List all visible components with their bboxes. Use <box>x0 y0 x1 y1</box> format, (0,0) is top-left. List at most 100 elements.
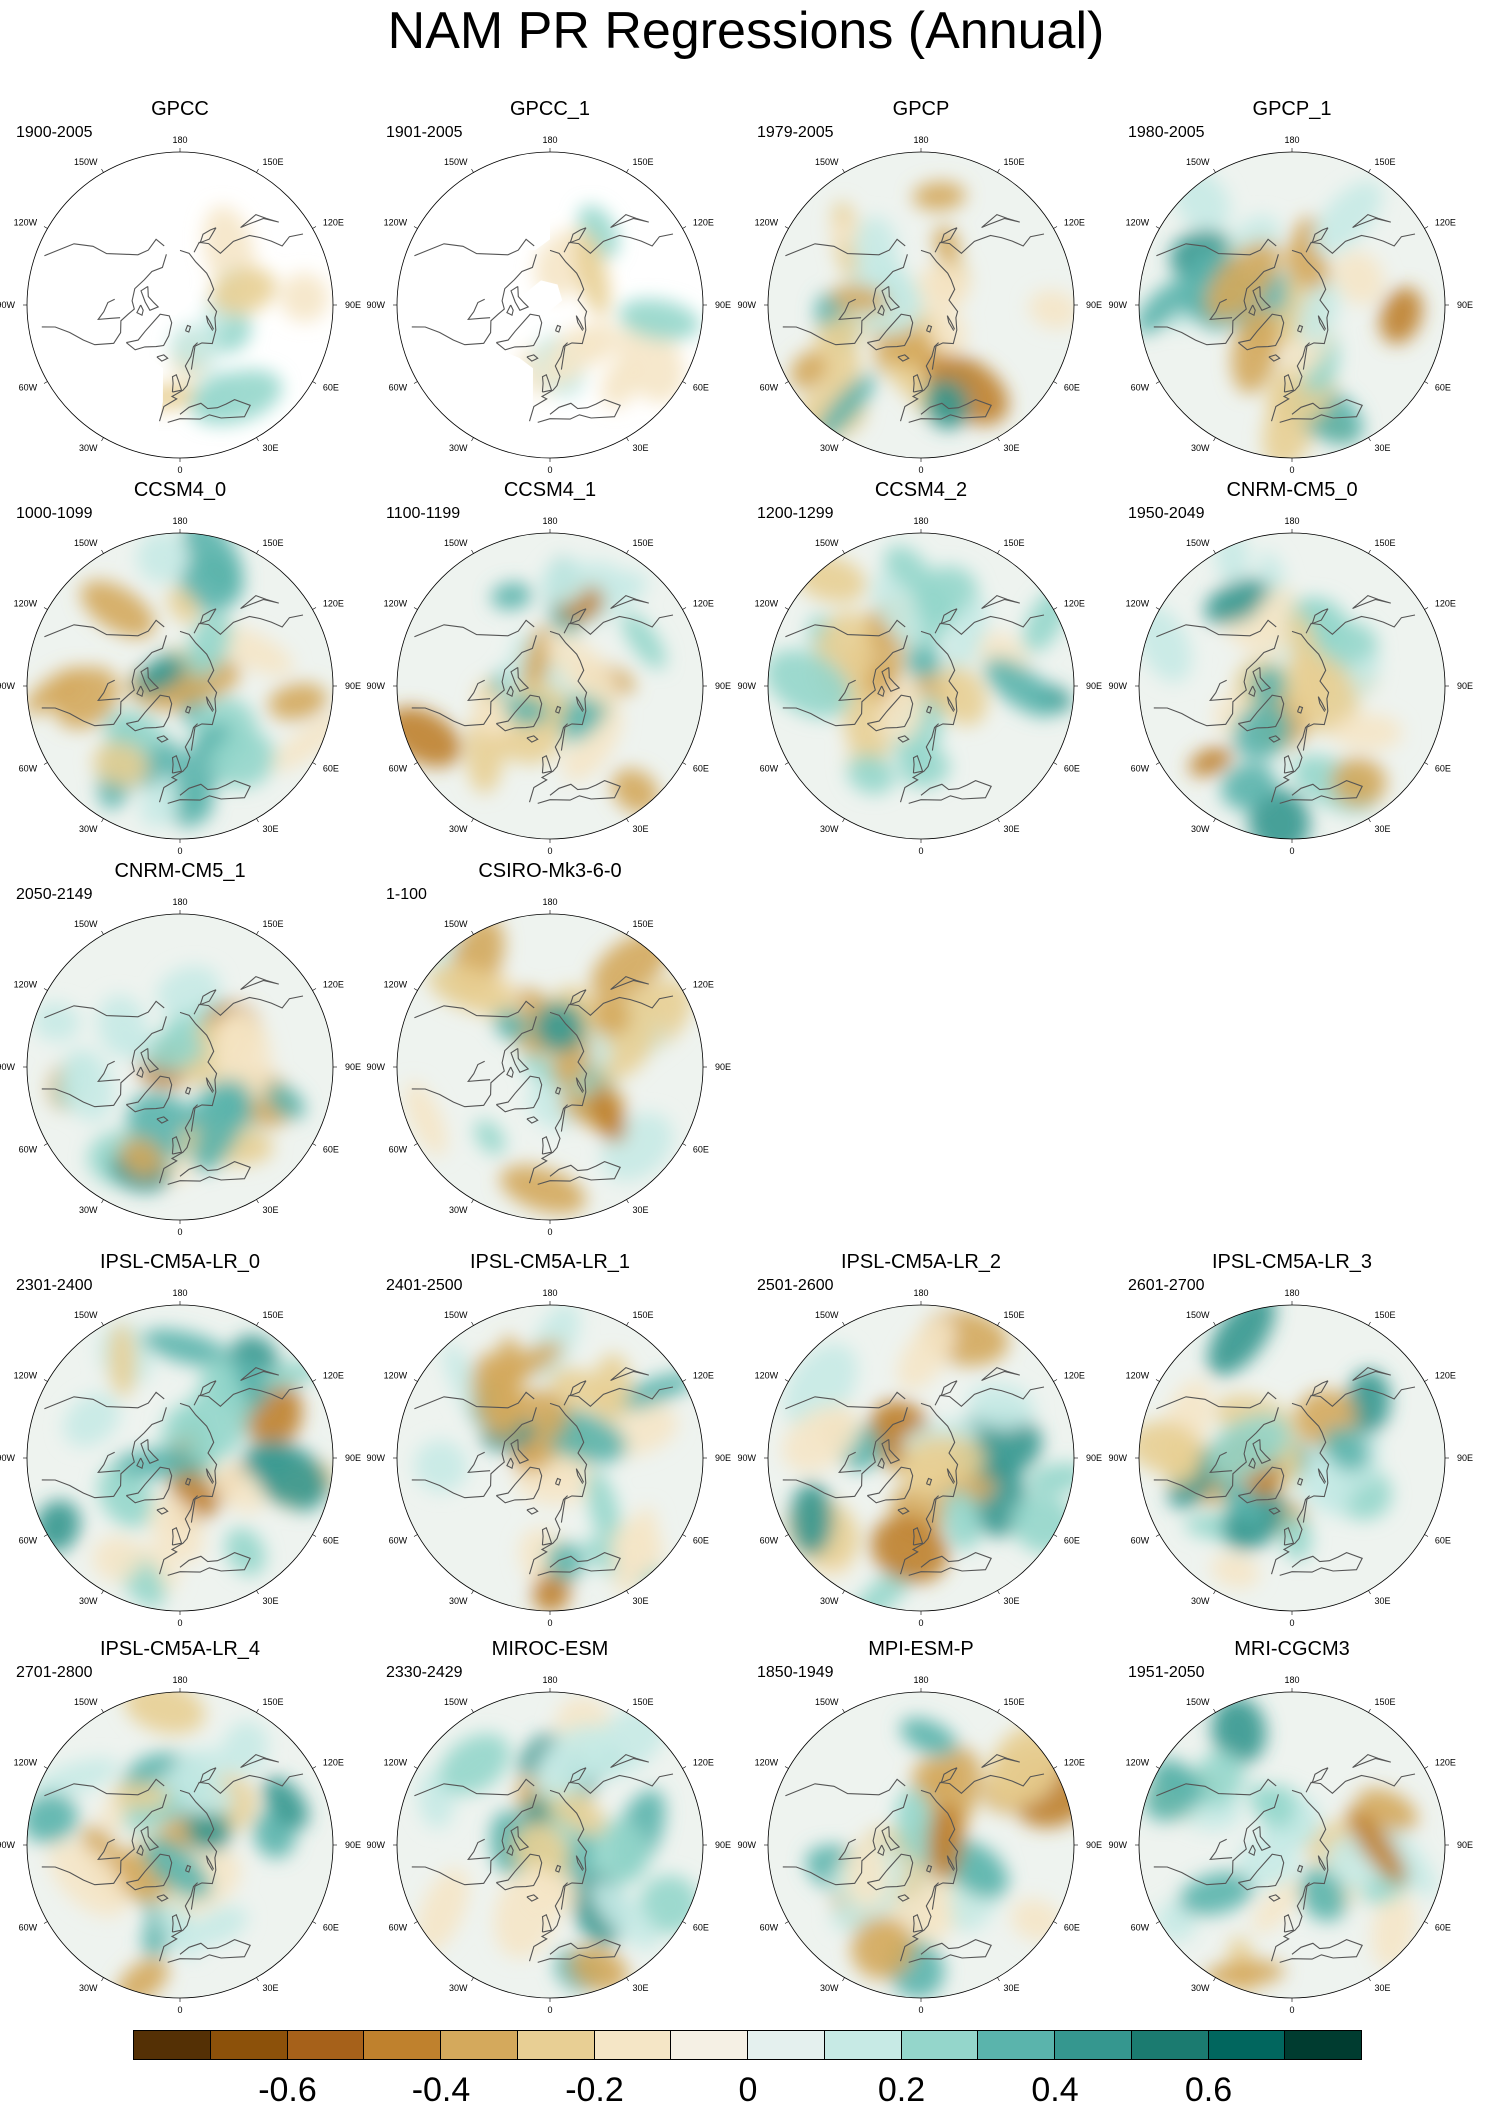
longitude-label: 180 <box>542 1288 557 1298</box>
longitude-label: 120E <box>693 1758 714 1768</box>
colorbar-cell <box>133 2030 211 2060</box>
longitude-label: 120W <box>1126 599 1150 609</box>
longitude-label: 30W <box>449 1205 468 1215</box>
colorbar-cell <box>363 2030 441 2060</box>
longitude-label: 30W <box>820 1596 839 1606</box>
longitude-label: 90E <box>715 1453 731 1463</box>
longitude-label: 120W <box>14 1371 38 1381</box>
longitude-label: 180 <box>913 516 928 526</box>
colorbar-cell <box>1207 2030 1286 2060</box>
longitude-label: 90W <box>0 681 15 691</box>
longitude-label: 90W <box>0 1840 15 1850</box>
longitude-label: 120W <box>755 1371 779 1381</box>
panel-title: GPCP <box>892 98 950 120</box>
colorbar-cell <box>1054 2030 1132 2060</box>
longitude-label: 150W <box>444 1697 468 1707</box>
longitude-label: 90E <box>345 300 361 310</box>
longitude-label: 180 <box>172 135 187 145</box>
longitude-label: 60E <box>1064 383 1080 393</box>
coastlines <box>41 594 304 804</box>
coastlines <box>411 213 674 423</box>
longitude-label: 150E <box>633 1697 654 1707</box>
longitude-label: 120W <box>384 218 408 228</box>
colorbar-cell <box>823 2030 902 2060</box>
longitude-label: 30E <box>633 1596 649 1606</box>
polar-map: 180 150E 120E 90E 60E 30E 0 30W 60W 90W 120W 150W <box>737 1288 1102 1628</box>
coastlines <box>41 213 304 423</box>
longitude-label: 150E <box>263 538 284 548</box>
longitude-label: 30E <box>263 824 279 834</box>
longitude-label: 150W <box>444 157 468 167</box>
longitude-label: 150E <box>1375 538 1396 548</box>
longitude-label: 90E <box>1086 681 1102 691</box>
longitude-label: 60W <box>760 1536 779 1546</box>
longitude-label: 150E <box>1004 1310 1025 1320</box>
longitude-label: 120W <box>755 1758 779 1768</box>
anomaly-shading <box>1139 533 1403 839</box>
colorbar-cell <box>1284 2030 1362 2060</box>
longitude-label: 90W <box>1108 681 1127 691</box>
longitude-label: 60E <box>1064 764 1080 774</box>
longitude-label: 30W <box>79 1596 98 1606</box>
panel-title: CNRM-CM5_1 <box>114 860 246 882</box>
longitude-label: 120E <box>1435 599 1456 609</box>
panel-period: 2401-2500 <box>386 1277 463 1294</box>
map-panel: IPSL-CM5A-LR_2 180 150E 120E 90E 60E 30E 0 30W 60… <box>737 1250 1102 1628</box>
longitude-label: 120W <box>1126 1758 1150 1768</box>
longitude-label: 180 <box>1284 1288 1299 1298</box>
longitude-label: 120E <box>693 1371 714 1381</box>
map-panel: GPCC_1 180 150E 120E 90E 60E 30E 0 30W 60W 90W 120W… <box>366 97 731 475</box>
main-title: NAM PR Regressions (Annual) <box>387 2 1105 60</box>
longitude-label: 120W <box>14 218 38 228</box>
anomaly-shading <box>32 966 306 1192</box>
longitude-label: 150W <box>1186 1697 1210 1707</box>
longitude-label: 30W <box>1191 824 1210 834</box>
longitude-label: 30E <box>633 1983 649 1993</box>
longitude-label: 60E <box>323 764 339 774</box>
longitude-label: 120E <box>693 218 714 228</box>
panel-title: CNRM-CM5_0 <box>1226 479 1358 501</box>
longitude-label: 150W <box>74 157 98 167</box>
longitude-label: 0 <box>177 1618 182 1628</box>
longitude-label: 180 <box>1284 1675 1299 1685</box>
longitude-label: 60W <box>389 1923 408 1933</box>
panel-period: 1200-1299 <box>757 505 834 522</box>
longitude-label: 150W <box>1186 1310 1210 1320</box>
map-panel: IPSL-CM5A-LR_1 180 150E 120E 90E 60E 30E 0 30W 60… <box>366 1250 731 1628</box>
polar-map: 180 150E 120E 90E 60E 30E 0 30W 60W 90W 120W 150W <box>366 135 731 475</box>
longitude-label: 90E <box>1457 300 1473 310</box>
longitude-label: 90E <box>715 1062 731 1072</box>
panel-title: GPCC <box>151 98 209 120</box>
panel-period: 2050-2149 <box>16 886 93 903</box>
panel-period: 1901-2005 <box>386 124 463 141</box>
longitude-label: 120W <box>384 599 408 609</box>
coastlines <box>411 975 674 1185</box>
longitude-label: 150E <box>263 919 284 929</box>
panel-period: 1980-2005 <box>1128 124 1205 141</box>
colorbar-cell <box>670 2030 748 2060</box>
longitude-label: 60W <box>19 1145 38 1155</box>
longitude-label: 120W <box>755 218 779 228</box>
coastlines <box>1153 213 1416 423</box>
longitude-label: 90E <box>345 1062 361 1072</box>
panel-title: MIROC-ESM <box>491 1638 609 1660</box>
colorbar-cell <box>593 2030 672 2060</box>
map-panel: IPSL-CM5A-LR_3 180 150E 120E 90E 60E 30E 0 30W 60… <box>1108 1250 1473 1628</box>
polar-map: 180 150E 120E 90E 60E 30E 0 30W 60W 90W 120W 150W <box>366 1288 731 1628</box>
longitude-label: 0 <box>177 1227 182 1237</box>
anomaly-shading <box>27 533 333 827</box>
longitude-label: 120E <box>693 980 714 990</box>
panel-title: IPSL-CM5A-LR_0 <box>99 1251 261 1273</box>
colorbar-cell <box>516 2030 595 2060</box>
longitude-label: 60W <box>760 764 779 774</box>
longitude-label: 120W <box>14 599 38 609</box>
longitude-label: 30E <box>1004 1983 1020 1993</box>
longitude-label: 150E <box>263 1310 284 1320</box>
longitude-label: 90E <box>345 1840 361 1850</box>
longitude-label: 90E <box>1086 1453 1102 1463</box>
longitude-label: 180 <box>913 1675 928 1685</box>
longitude-label: 90W <box>1108 1453 1127 1463</box>
longitude-label: 0 <box>1289 2005 1294 2015</box>
longitude-label: 60E <box>693 1145 709 1155</box>
longitude-label: 60E <box>693 764 709 774</box>
